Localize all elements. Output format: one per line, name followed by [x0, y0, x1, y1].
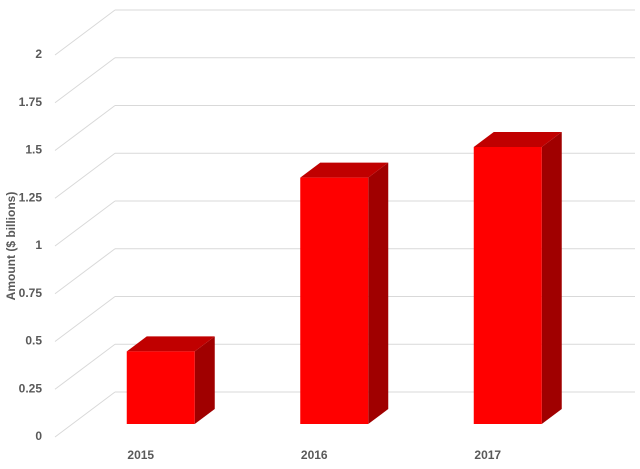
bar-side — [194, 336, 215, 424]
x-tick-label: 2017 — [474, 448, 501, 462]
bar-side — [368, 162, 389, 425]
bar — [473, 132, 562, 425]
bar-front — [473, 147, 542, 425]
grid-line — [54, 9, 116, 56]
x-tick-label: 2016 — [301, 448, 328, 462]
grid-line — [54, 105, 116, 151]
y-tick-label: 1.75 — [19, 95, 43, 109]
grid-line — [54, 343, 116, 390]
grid-line — [54, 57, 116, 104]
grid-line — [54, 391, 116, 438]
y-tick-label: 0 — [35, 429, 42, 443]
y-tick-label: 0.75 — [19, 286, 43, 300]
bar-top — [300, 162, 389, 178]
x-tick-label: 2015 — [127, 448, 154, 462]
bar-top — [473, 132, 562, 148]
bar-front — [300, 177, 369, 424]
y-axis-title: Amount ($ billions) — [4, 192, 18, 301]
y-tick-label: 2 — [35, 47, 42, 61]
bar-top — [126, 336, 215, 352]
y-tick-label: 0.25 — [19, 381, 43, 395]
y-tick-label: 1.25 — [19, 190, 43, 204]
y-tick-label: 0.5 — [25, 334, 42, 348]
grid-line — [54, 152, 116, 199]
grid-line — [54, 248, 116, 295]
bar-side — [541, 132, 562, 425]
grid-line — [54, 200, 116, 247]
bar-front — [126, 351, 195, 424]
y-tick-label: 1.5 — [25, 143, 42, 157]
bar — [126, 336, 215, 424]
grid-line — [54, 296, 116, 342]
y-tick-label: 1 — [35, 238, 42, 252]
bar — [300, 162, 389, 425]
